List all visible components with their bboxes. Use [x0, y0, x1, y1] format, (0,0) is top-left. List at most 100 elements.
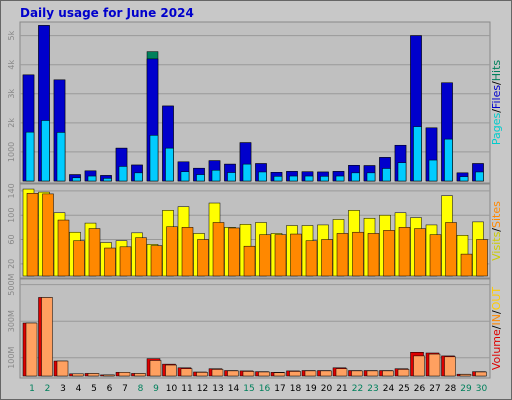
bar-pages-day-17	[273, 176, 283, 182]
y-tick-label: 500M	[7, 273, 16, 295]
bar-sites-day-7	[119, 246, 132, 277]
legend-part: Visits	[490, 231, 503, 260]
x-tick-label-day-4: 4	[76, 384, 82, 394]
x-tick-label-day-28: 28	[445, 384, 457, 394]
legend-part: Pages	[490, 113, 503, 146]
bar-pages-day-14	[227, 172, 236, 182]
bar-out-day-23	[366, 370, 379, 377]
bar-out-day-10	[165, 364, 177, 377]
bar-sites-day-13	[212, 222, 225, 277]
legend-part: Sites	[490, 201, 503, 228]
bar-sites-day-9	[150, 245, 163, 277]
x-tick-label-day-14: 14	[228, 384, 240, 394]
y-tick-label: 5k	[7, 30, 16, 40]
bar-pages-day-22	[351, 172, 360, 182]
bar-sites-day-24	[383, 230, 395, 277]
bar-pages-day-9	[149, 135, 159, 182]
bar-pages-day-6	[103, 178, 112, 182]
bar-sites-day-16	[259, 234, 271, 277]
bar-sites-day-30	[476, 239, 488, 277]
bar-sites-day-19	[305, 240, 318, 277]
bar-out-day-13	[211, 369, 224, 377]
y-tick-label: 1000	[7, 142, 16, 162]
bar-pages-day-26	[413, 126, 422, 182]
bar-pages-day-5	[87, 175, 97, 182]
bar-sites-day-23	[367, 233, 380, 277]
x-tick-label-day-25: 25	[398, 384, 409, 394]
y-tick-label: 300M	[7, 310, 16, 332]
bar-out-day-19	[304, 370, 317, 377]
x-tick-label-day-15: 15	[243, 384, 254, 394]
bar-pages-day-15	[242, 163, 252, 182]
bar-out-day-9	[149, 360, 162, 377]
bar-out-day-26	[413, 355, 425, 377]
x-tick-label-day-21: 21	[336, 384, 347, 394]
bar-sites-day-17	[274, 234, 287, 277]
y-tick-label: 60	[7, 234, 16, 244]
bar-sites-day-29	[460, 253, 473, 277]
bar-pages-day-11	[180, 171, 190, 182]
bar-sites-day-18	[290, 233, 302, 277]
bar-pages-day-24	[382, 168, 391, 182]
bar-pages-day-18	[289, 175, 298, 182]
x-tick-label-day-5: 5	[91, 384, 97, 394]
x-tick-label-day-27: 27	[429, 384, 440, 394]
bar-sites-day-12	[197, 239, 209, 277]
x-tick-label-day-20: 20	[321, 384, 333, 394]
bar-out-day-11	[180, 368, 193, 377]
bar-pages-day-7	[118, 166, 128, 182]
x-tick-label-day-22: 22	[352, 384, 363, 394]
bar-pages-day-29	[459, 176, 469, 182]
bar-pages-day-20	[320, 176, 329, 182]
bar-pages-day-2	[41, 120, 50, 182]
bar-pages-day-23	[366, 172, 376, 182]
bar-out-day-18	[289, 371, 301, 377]
bar-sites-day-10	[166, 226, 178, 277]
bar-out-day-20	[320, 370, 332, 377]
bar-out-day-7	[118, 372, 131, 377]
bar-pages-day-12	[196, 174, 205, 182]
legend-part: /	[490, 81, 503, 85]
bar-sites-day-28	[445, 222, 457, 277]
bar-out-day-14	[227, 370, 239, 377]
chart-title: Daily usage for June 2024	[20, 6, 194, 20]
bar-out-day-15	[242, 371, 255, 377]
bar-sites-day-21	[336, 233, 349, 277]
x-tick-label-day-3: 3	[60, 384, 66, 394]
bar-out-day-29	[459, 374, 472, 377]
bar-pages-day-21	[335, 175, 345, 182]
bar-sites-day-25	[398, 227, 411, 277]
bar-out-day-27	[428, 353, 441, 377]
y-tick-label: 4k	[7, 59, 16, 69]
x-tick-label-day-19: 19	[305, 384, 317, 394]
x-tick-label-day-9: 9	[153, 384, 159, 394]
legend-part: OUT	[490, 287, 503, 311]
y-tick-label: 140	[7, 183, 16, 198]
bar-sites-day-11	[181, 227, 194, 277]
legend-part: /	[490, 325, 503, 329]
bar-sites-day-6	[104, 247, 116, 277]
panel-2: 20 60 100 140 Visits/Sites	[7, 183, 503, 279]
x-tick-label-day-17: 17	[274, 384, 285, 394]
bar-pages-day-13	[211, 169, 221, 182]
bar-sites-day-3	[57, 219, 70, 277]
x-tick-label-day-8: 8	[138, 384, 144, 394]
bar-pages-day-16	[258, 171, 267, 182]
y-tick-label: 3k	[7, 89, 16, 99]
bar-sites-day-26	[414, 228, 426, 277]
x-tick-label-day-11: 11	[181, 384, 192, 394]
legend-part: /	[490, 228, 503, 232]
y-tick-label: 20	[7, 259, 16, 269]
bar-out-day-4	[72, 373, 84, 377]
bar-out-day-25	[397, 369, 410, 377]
legend-part: Hits	[490, 60, 503, 82]
series-legend-label: Visits/Sites	[490, 201, 503, 261]
bar-out-day-2	[41, 297, 53, 377]
x-tick-label-day-24: 24	[383, 384, 395, 394]
bar-sites-day-1	[26, 193, 39, 277]
bar-sites-day-15	[243, 245, 256, 277]
bar-pages-day-8	[134, 172, 143, 182]
series-legend-label: Volume/IN/OUT	[490, 287, 503, 371]
